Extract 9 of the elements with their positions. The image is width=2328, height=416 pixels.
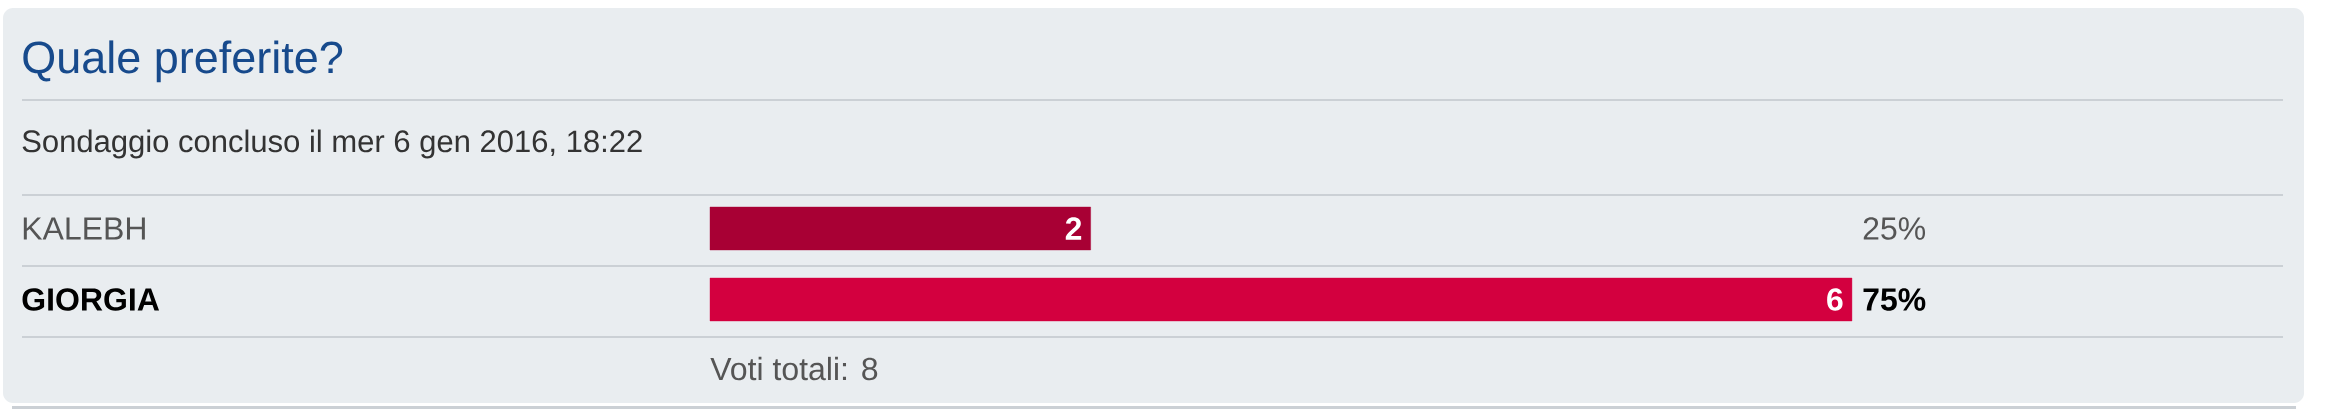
text: 75% bbox=[1863, 288, 1926, 311]
text: Sondaggio concluso il mer 6 gen 2016, 18:22 bbox=[22, 129, 642, 159]
y-tick-label: GIORGIA bbox=[22, 288, 160, 311]
data-label: 2 bbox=[1065, 217, 1082, 240]
text: 25% bbox=[1863, 217, 1926, 240]
data-label: 6 bbox=[1827, 288, 1843, 311]
y-tick-label: KALEBH bbox=[23, 217, 145, 240]
text: Quale preferite? bbox=[23, 40, 343, 83]
text: Voti totali: 8 bbox=[710, 356, 878, 381]
